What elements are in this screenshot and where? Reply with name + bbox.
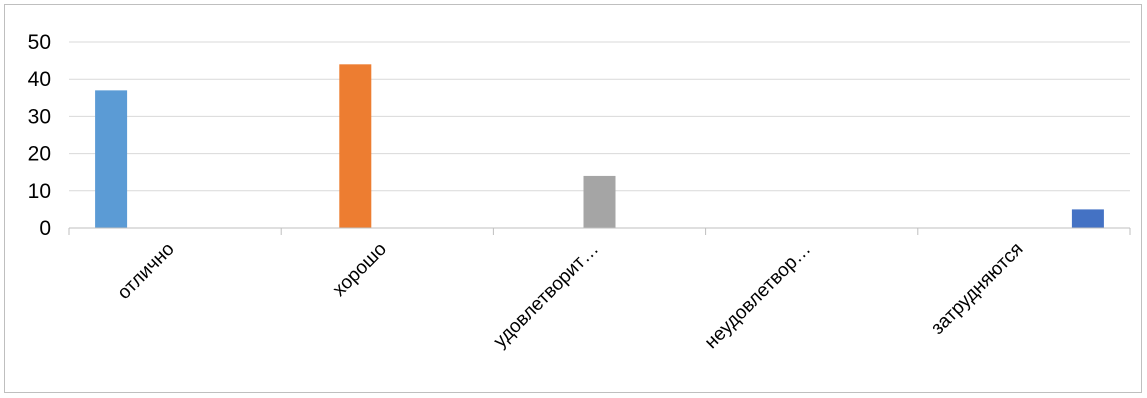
bar bbox=[339, 64, 372, 228]
y-tick-label: 30 bbox=[28, 105, 51, 128]
bar bbox=[1071, 209, 1104, 228]
y-axis-tick-labels: 0 10 20 30 40 50 bbox=[28, 31, 51, 240]
y-tick-label: 10 bbox=[28, 180, 51, 203]
y-tick-label: 50 bbox=[28, 31, 51, 54]
y-tick-label: 0 bbox=[39, 217, 51, 240]
x-tick-label: хорошо bbox=[329, 239, 391, 301]
x-axis bbox=[68, 227, 1131, 235]
bar bbox=[583, 175, 616, 228]
bars bbox=[95, 64, 1104, 228]
y-tick-label: 20 bbox=[28, 143, 51, 166]
chart-area bbox=[4, 4, 1142, 393]
bar bbox=[95, 90, 128, 228]
gridlines bbox=[69, 41, 1130, 192]
y-tick-label: 40 bbox=[28, 68, 51, 91]
x-axis-category-labels: отлично хорошо удовлетворит… неудовлетвор… з… bbox=[114, 239, 1028, 353]
x-tick-label: неудовлетвор… bbox=[701, 239, 815, 353]
x-tick-label: затрудняются bbox=[927, 239, 1027, 339]
x-tick-label: отлично bbox=[114, 239, 179, 304]
x-tick-label: удовлетворит… bbox=[490, 239, 603, 352]
